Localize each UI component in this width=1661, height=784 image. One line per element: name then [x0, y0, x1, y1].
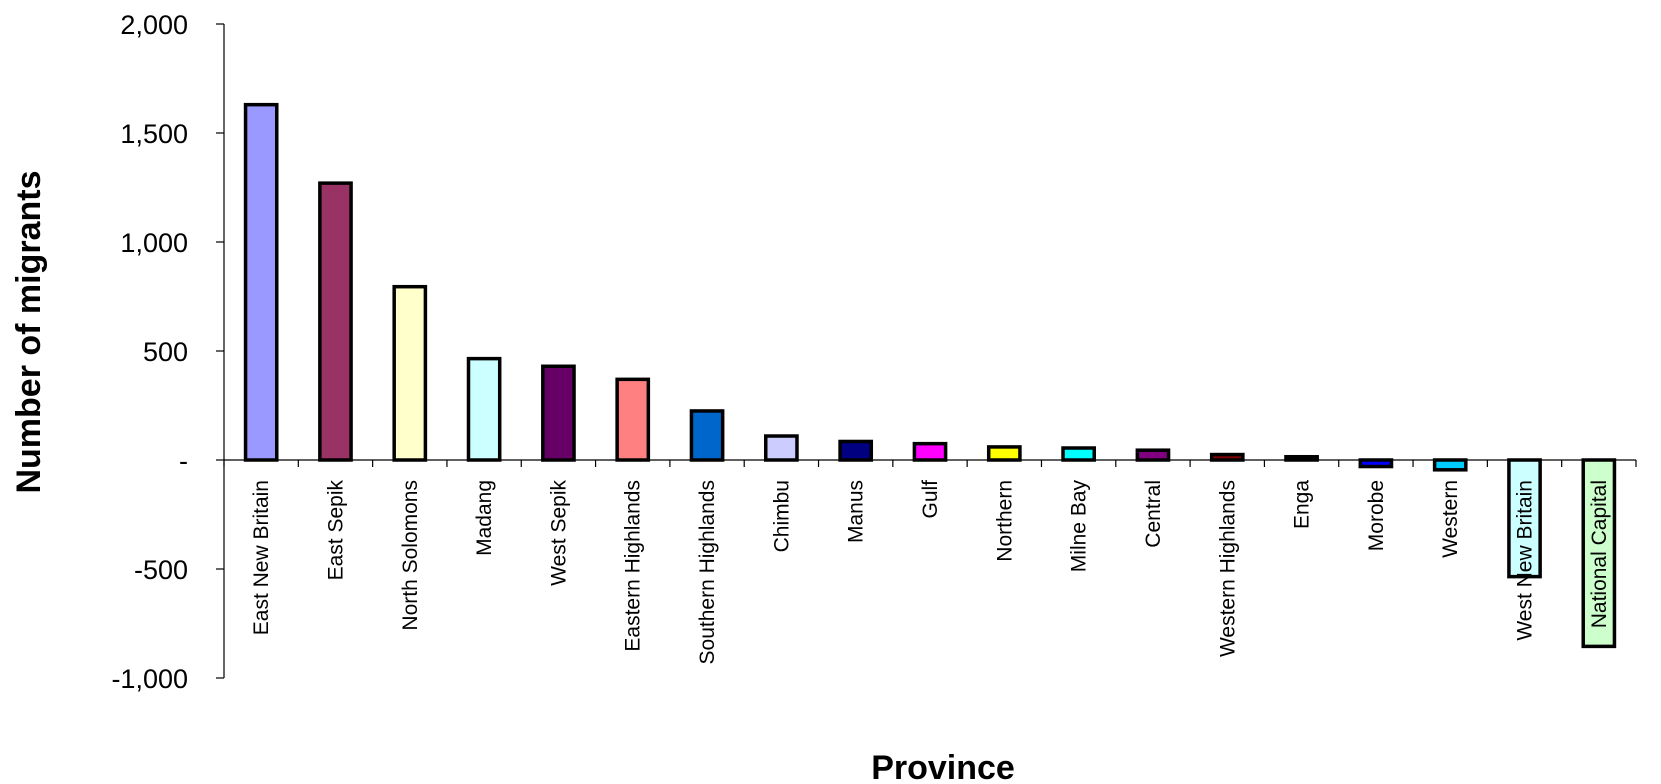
- category-label: National Capital: [1588, 480, 1611, 628]
- x-axis-title: Province: [871, 749, 1015, 784]
- bar-east-sepik: [318, 181, 353, 462]
- bar-gulf: [912, 441, 948, 462]
- y-tick-label: -500: [134, 555, 188, 585]
- category-label: Morobe: [1365, 480, 1388, 551]
- bars: [243, 102, 1617, 649]
- category-label: Eastern Highlands: [622, 480, 645, 652]
- category-label: North Solomons: [399, 480, 422, 631]
- category-labels: East New Britain East Sepik North Solomons…: [250, 480, 1611, 665]
- category-label: Gulf: [919, 480, 942, 519]
- bar-western: [1432, 458, 1468, 472]
- bar-central: [1135, 448, 1171, 462]
- bar-madang: [466, 356, 502, 462]
- bar-east-new-britain: [243, 102, 279, 462]
- bar-chimbu: [764, 434, 799, 462]
- category-label: Madang: [473, 480, 496, 556]
- bar-southern-highlands: [689, 409, 725, 462]
- y-tick-label: -1,000: [111, 664, 188, 694]
- y-tick-label: 2,000: [120, 10, 188, 40]
- bar-west-sepik: [541, 364, 576, 462]
- bar-northern: [986, 445, 1022, 462]
- bar-manus: [838, 439, 874, 462]
- category-label: East Sepik: [324, 480, 347, 581]
- category-label: Central: [1142, 480, 1165, 548]
- bar-morobe: [1358, 458, 1394, 469]
- bar-western-highlands: [1209, 452, 1245, 462]
- category-label: West New Britain: [1514, 480, 1537, 641]
- category-label: Northern: [993, 480, 1016, 562]
- category-label: Chimbu: [770, 480, 793, 552]
- category-label: Manus: [845, 480, 868, 543]
- category-label: Southern Highlands: [696, 480, 719, 664]
- y-tick-label: 1,500: [120, 119, 188, 149]
- category-label: East New Britain: [250, 480, 273, 635]
- y-axis: 2,000 1,500 1,000 500 - -500 -1,000: [111, 10, 225, 694]
- bar-eastern-highlands: [615, 377, 651, 462]
- y-tick-label: 1,000: [120, 228, 188, 258]
- bar-milne-bay: [1061, 446, 1096, 462]
- category-label: Western Highlands: [1216, 480, 1239, 657]
- y-tick-label: -: [179, 446, 188, 476]
- category-label: Milne Bay: [1068, 480, 1091, 573]
- x-axis: [223, 459, 1637, 467]
- category-label: Western: [1439, 480, 1462, 558]
- y-axis-title: Number of migrants: [10, 170, 48, 493]
- y-tick-label: 500: [143, 337, 188, 367]
- bar-north-solomons: [392, 284, 428, 462]
- category-label: West Sepik: [547, 480, 570, 586]
- bar-national-capital: [1581, 458, 1617, 649]
- category-label: Enga: [1291, 480, 1314, 529]
